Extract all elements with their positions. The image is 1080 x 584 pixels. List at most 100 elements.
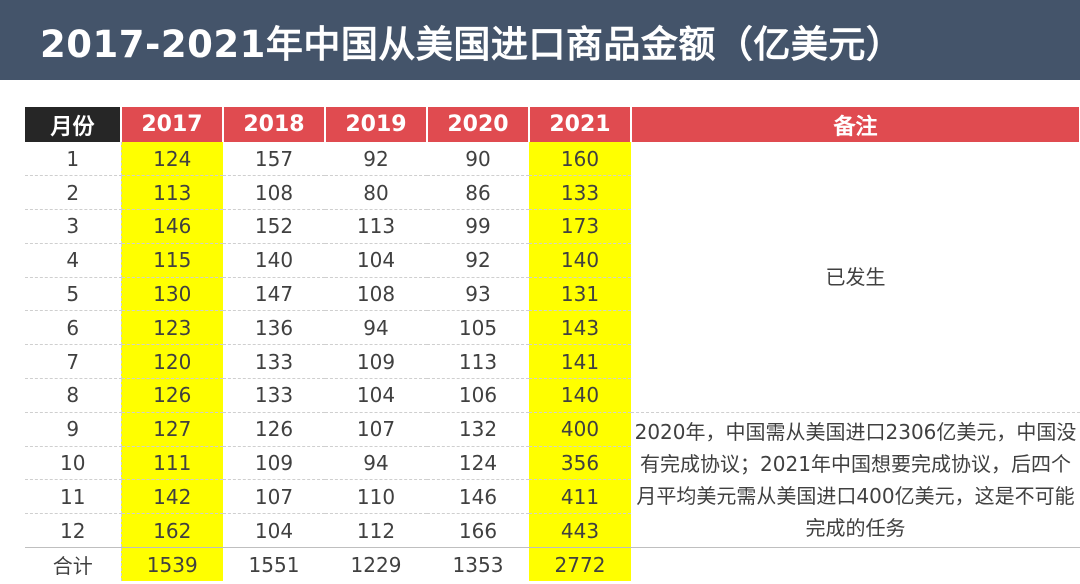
value-cell-2018: 133 bbox=[223, 344, 325, 380]
value-cell-2020: 93 bbox=[427, 277, 529, 312]
table-row: 1 124 157 92 90 160 已发生 bbox=[25, 142, 1080, 413]
value-cell-2021: 411 bbox=[529, 479, 631, 515]
table-body: 1 124 157 92 90 160 已发生 2 113 108 80 86 133 3 146 152 11… bbox=[25, 142, 1080, 582]
table-row: 10 111 109 94 124 356 bbox=[25, 446, 1080, 481]
header-note: 备注 bbox=[631, 107, 1080, 142]
value-cell-2019: 109 bbox=[325, 344, 427, 380]
value-cell-2019: 104 bbox=[325, 378, 427, 413]
value-cell-2017: 115 bbox=[121, 243, 223, 278]
value-cell-2018: 108 bbox=[223, 175, 325, 211]
table-row: 3 146 152 113 99 173 bbox=[25, 209, 1080, 244]
header-year-2018: 2018 bbox=[223, 107, 326, 142]
header-row: 月份 2017 2018 2019 2020 2021 备注 bbox=[25, 107, 1080, 142]
value-cell-2019: 94 bbox=[325, 310, 427, 346]
table-row: 2 113 108 80 86 133 bbox=[25, 175, 1080, 211]
value-cell-2020: 166 bbox=[427, 513, 529, 549]
value-cell-2017: 127 bbox=[121, 412, 223, 447]
value-cell-2019: 107 bbox=[325, 412, 427, 447]
value-cell-2020: 99 bbox=[427, 209, 529, 244]
table-row: 7 120 133 109 113 141 bbox=[25, 344, 1080, 380]
total-cell-2018: 1551 bbox=[223, 547, 325, 582]
table-row: 9 127 126 107 132 400 2020年，中国需从美国进口2306亿美元，中国… bbox=[25, 412, 1080, 549]
value-cell-2018: 136 bbox=[223, 310, 325, 346]
month-cell: 10 bbox=[25, 446, 122, 481]
value-cell-2021: 131 bbox=[529, 277, 631, 312]
value-cell-2017: 111 bbox=[121, 446, 223, 481]
value-cell-2019: 110 bbox=[325, 479, 427, 515]
month-cell: 8 bbox=[25, 378, 122, 413]
value-cell-2017: 142 bbox=[121, 479, 223, 515]
value-cell-2019: 92 bbox=[325, 142, 427, 177]
month-cell: 6 bbox=[25, 310, 122, 346]
month-cell: 1 bbox=[25, 142, 122, 177]
page-title: 2017-2021年中国从美国进口商品金额（亿美元） bbox=[40, 23, 904, 66]
value-cell-2019: 113 bbox=[325, 209, 427, 244]
table-row: 6 123 136 94 105 143 bbox=[25, 310, 1080, 346]
value-cell-2019: 108 bbox=[325, 277, 427, 312]
value-cell-2020: 86 bbox=[427, 175, 529, 211]
total-cell-2021: 2772 bbox=[529, 547, 631, 582]
value-cell-2021: 160 bbox=[529, 142, 631, 177]
value-cell-2019: 80 bbox=[325, 175, 427, 211]
import-table: 月份 2017 2018 2019 2020 2021 备注 1 124 157 92… bbox=[25, 107, 1080, 582]
value-cell-2017: 124 bbox=[121, 142, 223, 177]
total-cell-2017: 1539 bbox=[121, 547, 223, 582]
total-note-empty bbox=[631, 547, 1080, 582]
value-cell-2021: 141 bbox=[529, 344, 631, 380]
value-cell-2021: 400 bbox=[529, 412, 631, 447]
title-bar: 2017-2021年中国从美国进口商品金额（亿美元） bbox=[0, 0, 1080, 80]
month-cell: 7 bbox=[25, 344, 122, 380]
table-row: 5 130 147 108 93 131 bbox=[25, 277, 1080, 312]
table-row: 11 142 107 110 146 411 bbox=[25, 479, 1080, 515]
table-row: 12 162 104 112 166 443 bbox=[25, 513, 1080, 549]
value-cell-2018: 147 bbox=[223, 277, 325, 312]
table-row: 8 126 133 104 106 140 bbox=[25, 378, 1080, 413]
value-cell-2020: 132 bbox=[427, 412, 529, 447]
value-cell-2021: 140 bbox=[529, 243, 631, 278]
value-cell-2020: 106 bbox=[427, 378, 529, 413]
value-cell-2018: 107 bbox=[223, 479, 325, 515]
note-occurred: 已发生 bbox=[631, 142, 1080, 413]
value-cell-2020: 113 bbox=[427, 344, 529, 380]
value-cell-2018: 157 bbox=[223, 142, 325, 177]
value-cell-2017: 120 bbox=[121, 344, 223, 380]
value-cell-2019: 104 bbox=[325, 243, 427, 278]
value-cell-2017: 146 bbox=[121, 209, 223, 244]
value-cell-2018: 152 bbox=[223, 209, 325, 244]
value-cell-2021: 356 bbox=[529, 446, 631, 481]
header-year-2017: 2017 bbox=[121, 107, 224, 142]
value-cell-2020: 105 bbox=[427, 310, 529, 346]
month-cell: 5 bbox=[25, 277, 122, 312]
value-cell-2018: 109 bbox=[223, 446, 325, 481]
value-cell-2021: 173 bbox=[529, 209, 631, 244]
value-cell-2017: 123 bbox=[121, 310, 223, 346]
value-cell-2019: 94 bbox=[325, 446, 427, 481]
value-cell-2021: 140 bbox=[529, 378, 631, 413]
month-cell: 4 bbox=[25, 243, 122, 278]
header-year-2019: 2019 bbox=[325, 107, 428, 142]
value-cell-2020: 92 bbox=[427, 243, 529, 278]
value-cell-2018: 140 bbox=[223, 243, 325, 278]
value-cell-2021: 133 bbox=[529, 175, 631, 211]
value-cell-2017: 130 bbox=[121, 277, 223, 312]
value-cell-2020: 90 bbox=[427, 142, 529, 177]
value-cell-2018: 104 bbox=[223, 513, 325, 549]
value-cell-2021: 443 bbox=[529, 513, 631, 549]
total-cell-2020: 1353 bbox=[427, 547, 529, 582]
header-year-2020: 2020 bbox=[427, 107, 530, 142]
month-cell: 2 bbox=[25, 175, 122, 211]
header-year-2021: 2021 bbox=[529, 107, 632, 142]
table-row: 4 115 140 104 92 140 bbox=[25, 243, 1080, 278]
value-cell-2021: 143 bbox=[529, 310, 631, 346]
month-cell: 12 bbox=[25, 513, 122, 549]
month-cell: 9 bbox=[25, 412, 122, 447]
value-cell-2018: 133 bbox=[223, 378, 325, 413]
month-cell: 3 bbox=[25, 209, 122, 244]
total-cell-2019: 1229 bbox=[325, 547, 427, 582]
month-cell: 11 bbox=[25, 479, 122, 515]
value-cell-2017: 162 bbox=[121, 513, 223, 549]
value-cell-2018: 126 bbox=[223, 412, 325, 447]
value-cell-2017: 113 bbox=[121, 175, 223, 211]
note-forecast: 2020年，中国需从美国进口2306亿美元，中国没有完成协议；2021年中国想要… bbox=[631, 412, 1080, 549]
total-label: 合计 bbox=[25, 547, 122, 582]
